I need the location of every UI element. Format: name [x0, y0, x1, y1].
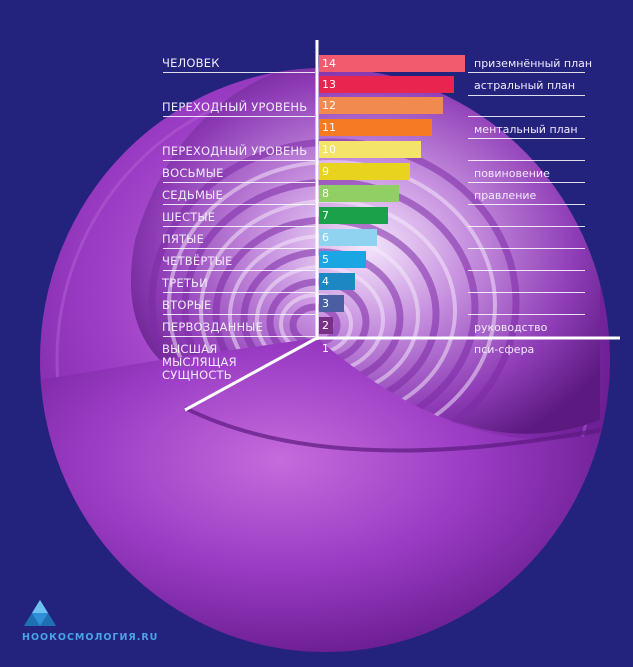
level-bar-12 — [319, 97, 443, 114]
level-number-5: 5 — [322, 253, 329, 266]
level-bar-4 — [319, 273, 355, 290]
level-number-8: 8 — [322, 187, 329, 200]
label-psi-sfera: пси-сфера — [474, 343, 535, 356]
level-number-6: 6 — [322, 231, 329, 244]
level-number-10: 10 — [322, 143, 336, 156]
level-number-4: 4 — [322, 275, 329, 288]
label-transition-level-upper: ПЕРЕХОДНЫЙ УРОВЕНЬ — [162, 100, 308, 114]
level-number-9: 9 — [322, 165, 329, 178]
level-number-2: 2 — [322, 319, 329, 332]
label-highest-thinking-entity: ВЫСШАЯ МЫСЛЯЩАЯ СУЩНОСТЬ — [162, 342, 237, 382]
level-number-7: 7 — [322, 209, 329, 222]
label-rukovodstvo: руководство — [474, 321, 548, 334]
label-vtorye: ВТОРЫЕ — [162, 298, 212, 312]
level-bar-2 — [319, 317, 333, 334]
level-number-14: 14 — [322, 57, 336, 70]
site-logo-text[interactable]: НООКОСМОЛОГИЯ.RU — [22, 632, 159, 643]
level-bar-14 — [319, 55, 465, 72]
level-number-3: 3 — [322, 297, 329, 310]
label-prizemnenny-plan: приземнённый план — [474, 57, 593, 70]
label-treti: ТРЕТЬИ — [162, 276, 208, 290]
label-astralny-plan: астральный план — [474, 79, 576, 92]
pyramid-icon — [24, 600, 56, 626]
label-chetvertye: ЧЕТВЁРТЫЕ — [162, 254, 233, 268]
diagonal-axis — [184, 336, 318, 412]
level-number-12: 12 — [322, 99, 336, 112]
label-shestye: ШЕСТЫЕ — [162, 210, 216, 224]
label-sedmye: СЕДЬМЫЕ — [162, 188, 223, 202]
label-vosmye: ВОСЬМЫЕ — [162, 166, 224, 180]
label-pyatye: ПЯТЫЕ — [162, 232, 205, 246]
label-chelovek: ЧЕЛОВЕК — [162, 56, 220, 70]
level-bar-3 — [319, 295, 344, 312]
level-bar-11 — [319, 119, 432, 136]
label-pravlenie: правление — [474, 189, 537, 202]
level-number-11: 11 — [322, 121, 336, 134]
label-transition-level-lower: ПЕРЕХОДНЫЙ УРОВЕНЬ — [162, 144, 308, 158]
level-bar-6 — [319, 229, 377, 246]
level-bar-7 — [319, 207, 388, 224]
label-mentalny-plan: ментальный план — [474, 123, 578, 136]
label-povinovenie: повиновение — [474, 167, 550, 180]
level-bar-10 — [319, 141, 421, 158]
level-bar-9 — [319, 163, 410, 180]
level-bar-13 — [319, 76, 454, 93]
level-number-13: 13 — [322, 78, 336, 91]
level-bar-5 — [319, 251, 366, 268]
label-pervozdannye: ПЕРВОЗДАННЫЕ — [162, 320, 264, 334]
level-bar-8 — [319, 185, 399, 202]
level-number-1: 1 — [322, 342, 329, 355]
